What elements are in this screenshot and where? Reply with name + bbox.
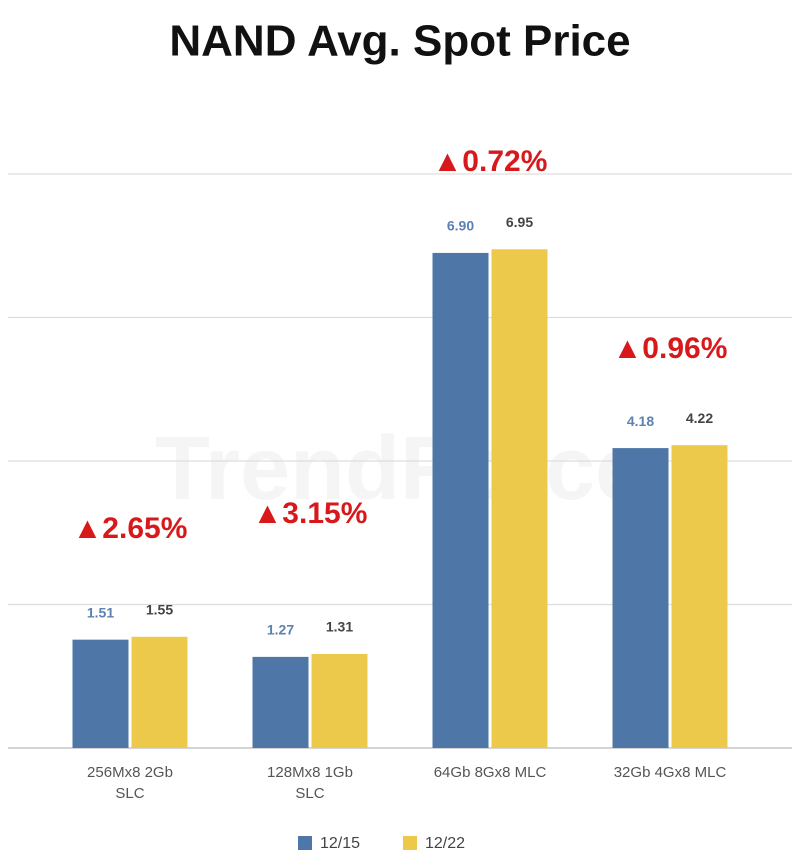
data-label: 4.18 [627, 413, 654, 429]
legend-swatch [403, 836, 417, 850]
x-tick-label: 256Mx8 2Gb SLC [87, 764, 173, 802]
bar [131, 636, 188, 748]
bar [671, 445, 728, 748]
legend-swatch [298, 836, 312, 850]
bar [432, 252, 489, 749]
x-tick-label: 128Mx8 1Gb SLC [267, 764, 353, 802]
watermark: TrendForce [155, 419, 645, 519]
bar [612, 448, 669, 748]
bar [491, 249, 548, 748]
x-tick-label: 32Gb 4Gx8 MLC [613, 764, 727, 781]
legend-label: 12/15 [320, 835, 360, 852]
data-label: 1.55 [146, 601, 173, 617]
annotation: ▲0.72% [433, 145, 548, 178]
data-label: 1.51 [87, 604, 114, 620]
data-label: 4.22 [686, 410, 713, 426]
annotation: ▲0.96% [613, 332, 728, 365]
bar [311, 654, 368, 748]
bar [252, 656, 309, 748]
data-label: 6.90 [447, 218, 474, 234]
data-label: 1.27 [267, 622, 294, 638]
data-label: 1.31 [326, 619, 353, 635]
x-tick-label: 64Gb 8Gx8 MLC [433, 764, 547, 781]
bar [72, 639, 129, 748]
annotation: ▲2.65% [73, 512, 188, 545]
chart-title: NAND Avg. Spot Price [169, 17, 630, 66]
legend-label: 12/22 [425, 835, 465, 852]
data-label: 6.95 [506, 214, 533, 230]
annotation: ▲3.15% [253, 497, 368, 530]
